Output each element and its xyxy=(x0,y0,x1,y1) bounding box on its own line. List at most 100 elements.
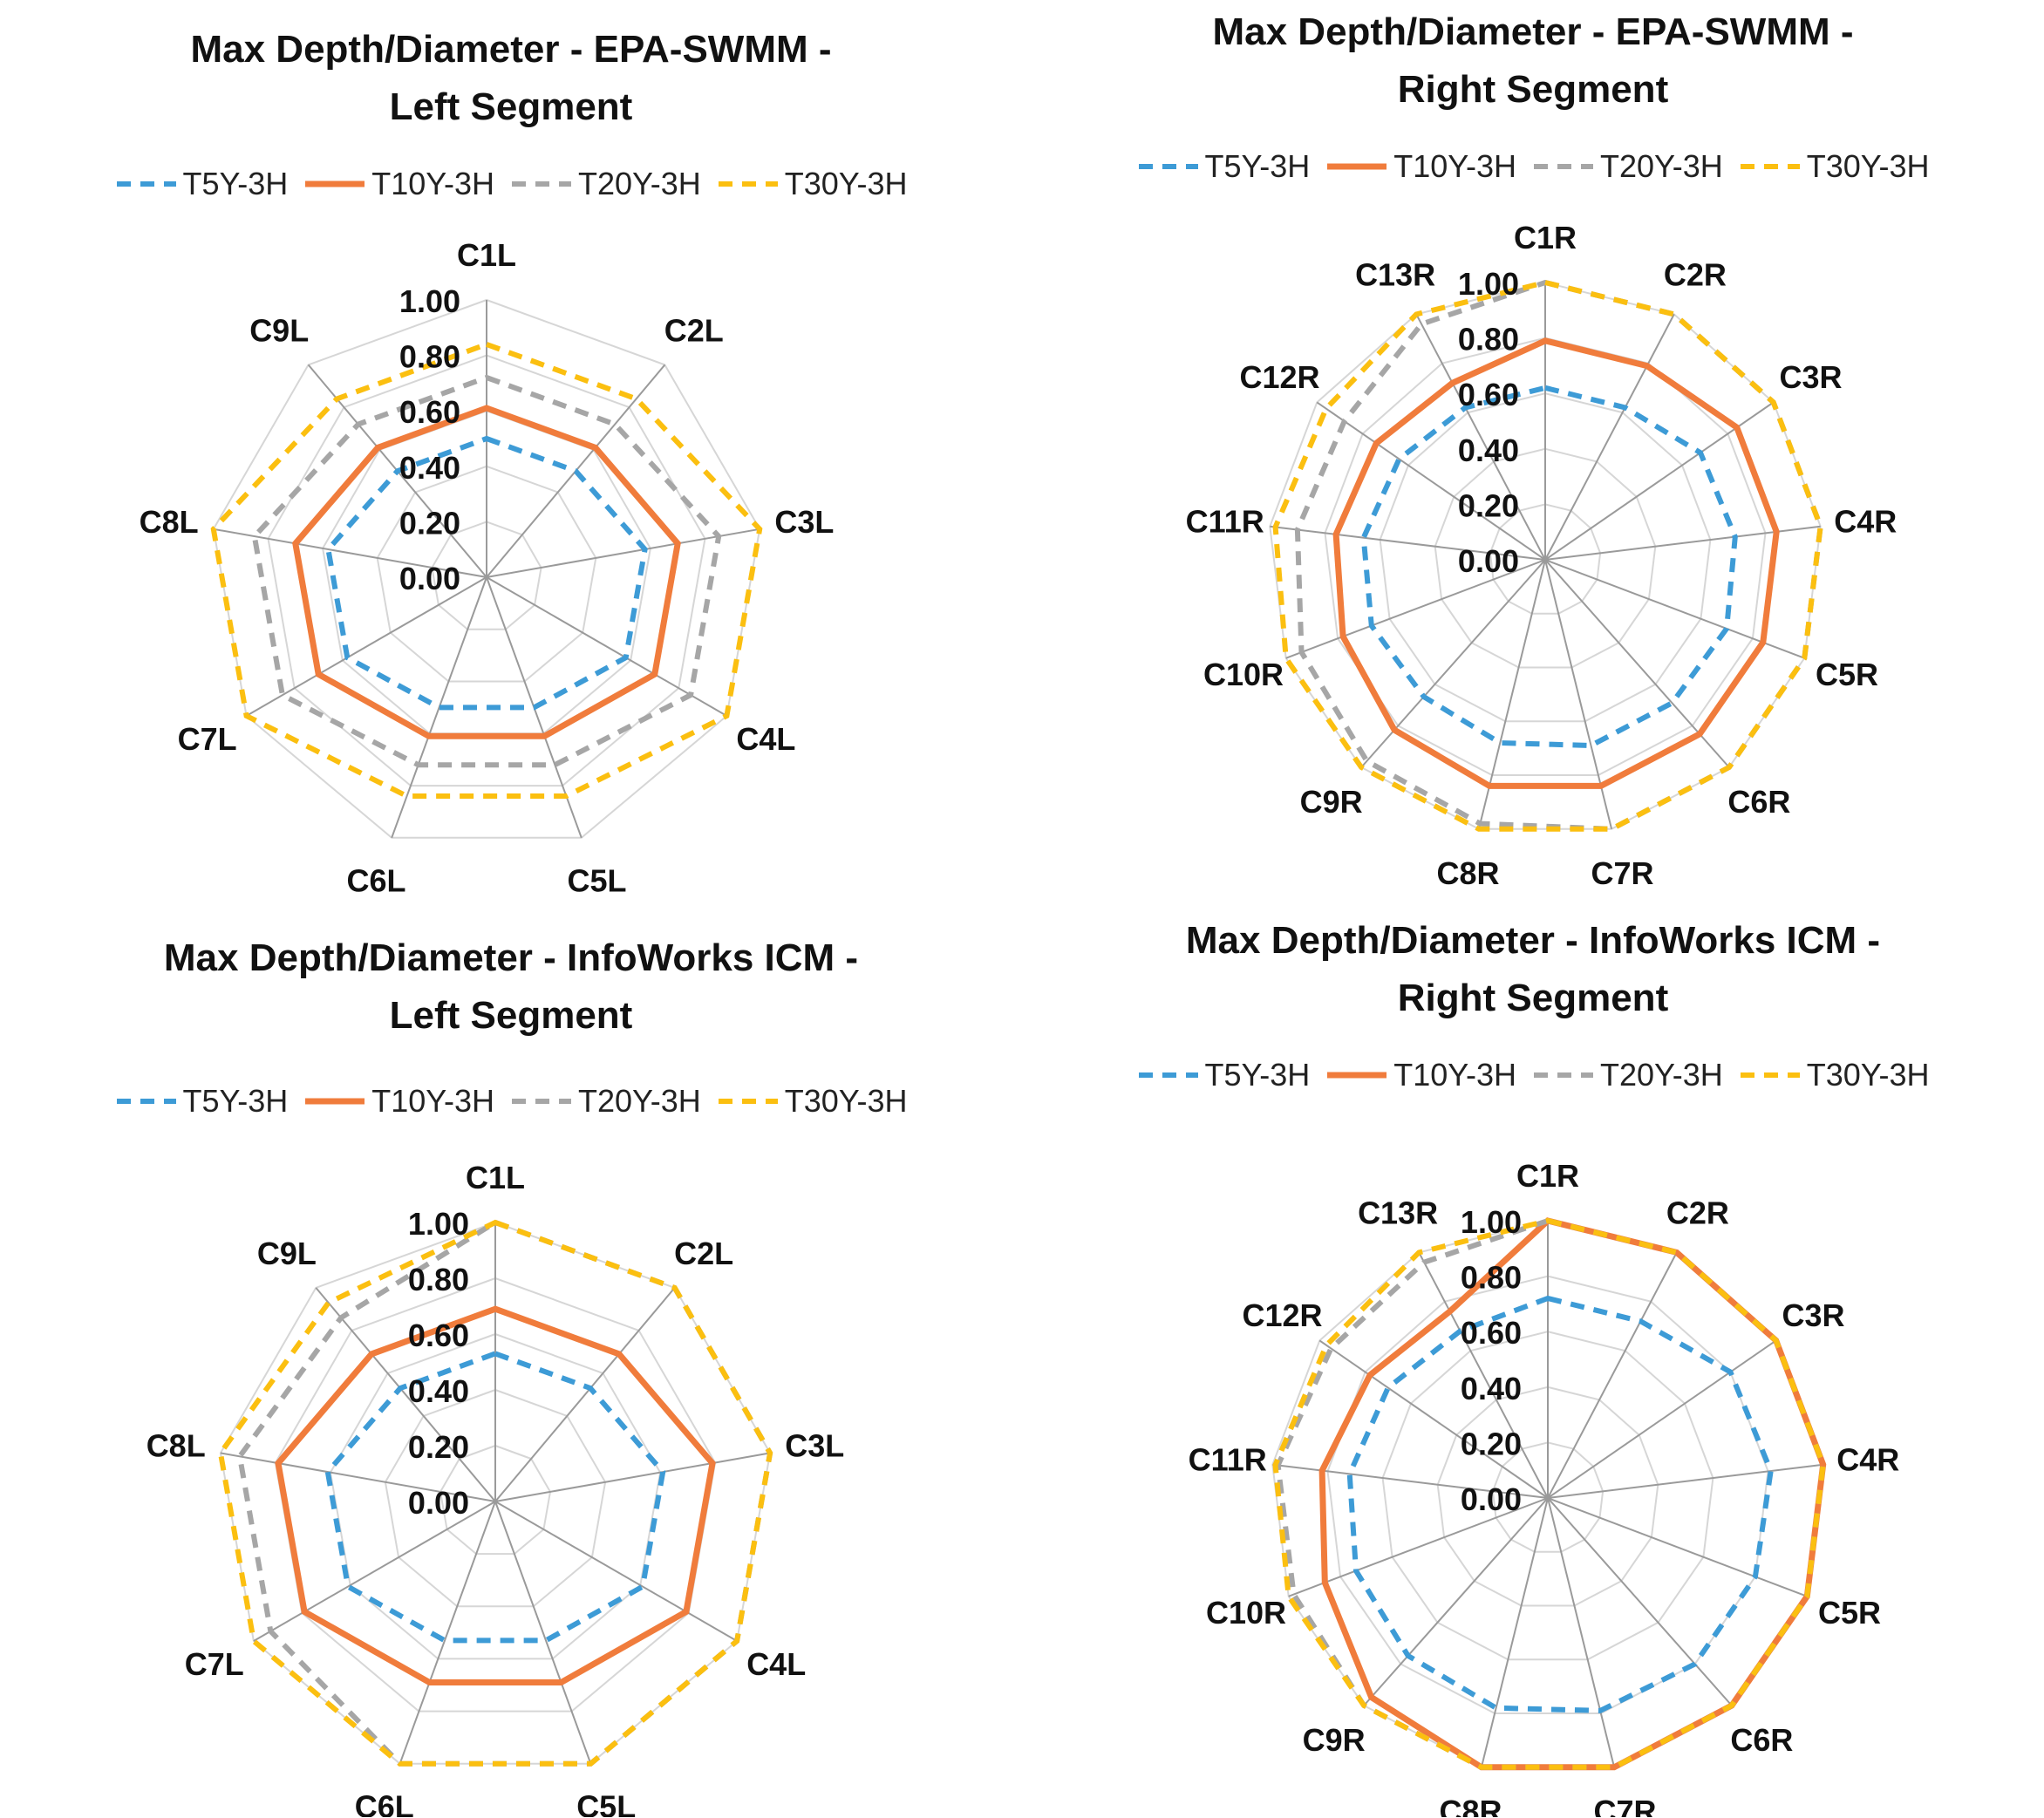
category-label: C2R xyxy=(1664,256,1727,292)
spoke-line xyxy=(391,576,487,839)
spoke-line xyxy=(1415,313,1546,561)
legend-label: T20Y-3H xyxy=(577,1083,701,1119)
grid-ring xyxy=(267,354,706,787)
category-label: C2R xyxy=(1666,1195,1729,1230)
spoke-line xyxy=(399,1501,496,1765)
legend-item: T5Y-3H xyxy=(115,1083,289,1120)
spoke-line xyxy=(494,1287,676,1502)
grid-ring xyxy=(1489,503,1602,615)
category-label: C6R xyxy=(1730,1722,1793,1758)
chart-legend: T5Y-3H T10Y-3H T20Y-3H T30Y-3H xyxy=(0,1083,1022,1120)
legend-label: T20Y-3H xyxy=(1599,1057,1723,1093)
category-label: C5L xyxy=(576,1789,636,1817)
legend-item: T10Y-3H xyxy=(303,166,494,202)
chart-title-line-1: Max Depth/Diameter - InfoWorks ICM - xyxy=(163,936,859,979)
category-label: C5R xyxy=(1816,657,1878,692)
category-label: C8R xyxy=(1436,855,1499,891)
legend-label: T5Y-3H xyxy=(182,166,289,201)
chart-title-line-1: Max Depth/Diameter - EPA-SWMM - xyxy=(190,28,832,71)
legend-swatch xyxy=(718,1099,778,1104)
grid-ring xyxy=(1491,1441,1605,1553)
legend-item: T20Y-3H xyxy=(1532,1057,1723,1093)
category-label: C8R xyxy=(1439,1794,1502,1817)
chart-title: Max Depth/Diameter - EPA-SWMM - Left Seg… xyxy=(0,21,1022,136)
category-label: C4R xyxy=(1834,503,1897,539)
radial-tick-label: 0.20 xyxy=(408,1429,469,1465)
grid-ring xyxy=(1434,447,1657,669)
series-line-t30y-3h xyxy=(1272,1217,1826,1770)
radial-tick-label: 0.20 xyxy=(1458,487,1519,523)
category-label: C3L xyxy=(785,1427,844,1463)
category-label: C4L xyxy=(746,1646,806,1682)
category-label: C9R xyxy=(1303,1722,1366,1758)
legend-label: T10Y-3H xyxy=(371,166,494,201)
radial-tick-label: 0.60 xyxy=(1461,1315,1522,1351)
radar-chart: 0.00 0.20 0.40 0.60 0.80 1.00 C1L C2L C3L C4L C5L C… xyxy=(146,1160,845,1817)
legend-label: T30Y-3H xyxy=(1806,1057,1930,1093)
grid-ring xyxy=(212,298,761,839)
chart-legend: T5Y-3H T10Y-3H T20Y-3H T30Y-3H xyxy=(1022,1057,2044,1093)
category-label: C10R xyxy=(1206,1595,1286,1631)
chart-title-line-2: Right Segment xyxy=(1397,68,1669,111)
grid-ring xyxy=(376,465,597,683)
category-label: C1R xyxy=(1516,1158,1579,1194)
grid-ring xyxy=(1324,337,1767,776)
chart-legend: T5Y-3H T10Y-3H T20Y-3H T30Y-3H xyxy=(1022,148,2044,185)
radial-tick-label: 0.80 xyxy=(1458,322,1519,357)
series-line-t20y-3h xyxy=(251,374,722,768)
legend-swatch xyxy=(1533,164,1593,169)
radial-tick-label: 0.60 xyxy=(408,1318,469,1353)
legend-swatch xyxy=(511,181,571,187)
radial-tick-label: 0.20 xyxy=(1461,1426,1522,1461)
spoke-line xyxy=(315,1287,496,1502)
legend-swatch xyxy=(1138,1072,1198,1078)
radial-tick-label: 1.00 xyxy=(1458,266,1519,302)
category-label: C2L xyxy=(664,313,724,349)
legend-item: T10Y-3H xyxy=(1325,1057,1516,1093)
legend-item: T5Y-3H xyxy=(1137,148,1310,185)
legend-item: T5Y-3H xyxy=(115,166,289,202)
spoke-line xyxy=(1272,1463,1549,1499)
spoke-line xyxy=(1480,1497,1549,1768)
category-label: C8L xyxy=(140,504,199,540)
spoke-line xyxy=(220,1452,496,1502)
spoke-line xyxy=(1547,1497,1616,1768)
category-label: C5L xyxy=(567,863,626,899)
category-label: C11R xyxy=(1189,1441,1267,1477)
series-line-t5y-3h xyxy=(1360,385,1738,749)
grid-ring xyxy=(431,521,542,630)
chart-title-line-1: Max Depth/Diameter - InfoWorks ICM - xyxy=(1185,919,1881,962)
category-label: C5R xyxy=(1818,1595,1881,1631)
radar-chart: 0.00 0.20 0.40 0.60 0.80 1.00 C1R C2R C3R C4R C5R C… xyxy=(1189,1158,1900,1817)
legend-label: T30Y-3H xyxy=(1806,148,1930,184)
legend-swatch xyxy=(116,181,176,187)
legend-label: T5Y-3H xyxy=(182,1083,289,1119)
category-label: C6R xyxy=(1727,784,1790,820)
chart-title-line-2: Left Segment xyxy=(389,85,633,128)
chart-panel-swmm-left: Max Depth/Diameter - EPA-SWMM - Left Seg… xyxy=(0,0,1022,909)
spoke-line xyxy=(1285,559,1546,659)
legend-label: T30Y-3H xyxy=(784,1083,908,1119)
spoke-line xyxy=(213,528,487,578)
chart-panel-swmm-right: Max Depth/Diameter - EPA-SWMM - Right Se… xyxy=(1022,0,2044,909)
series-line-t5y-3h xyxy=(1346,1295,1774,1713)
spoke-line xyxy=(1547,1251,1678,1499)
radar-chart: 0.00 0.20 0.40 0.60 0.80 1.00 C1L C2L C3L C4L C5L C… xyxy=(140,237,835,899)
legend-item: T5Y-3H xyxy=(1137,1057,1310,1093)
category-label: C8L xyxy=(146,1427,206,1463)
series-line-t10y-3h xyxy=(275,1305,716,1685)
chart-title: Max Depth/Diameter - InfoWorks ICM - Lef… xyxy=(0,929,1022,1045)
radial-tick-label: 0.80 xyxy=(399,339,460,375)
chart-title-line-2: Right Segment xyxy=(1397,977,1669,1019)
legend-label: T20Y-3H xyxy=(577,166,701,201)
category-label: C7R xyxy=(1593,1794,1656,1817)
legend-item: T20Y-3H xyxy=(510,166,701,202)
radial-tick-label: 0.40 xyxy=(1458,432,1519,468)
chart-title-line-2: Left Segment xyxy=(389,994,633,1037)
radial-tick-label: 0.80 xyxy=(408,1262,469,1297)
grid-ring xyxy=(1436,1386,1659,1607)
legend-label: T10Y-3H xyxy=(371,1083,494,1119)
legend-swatch xyxy=(1327,163,1387,170)
category-label: C12R xyxy=(1242,1297,1322,1333)
legend-item: T30Y-3H xyxy=(717,166,907,202)
